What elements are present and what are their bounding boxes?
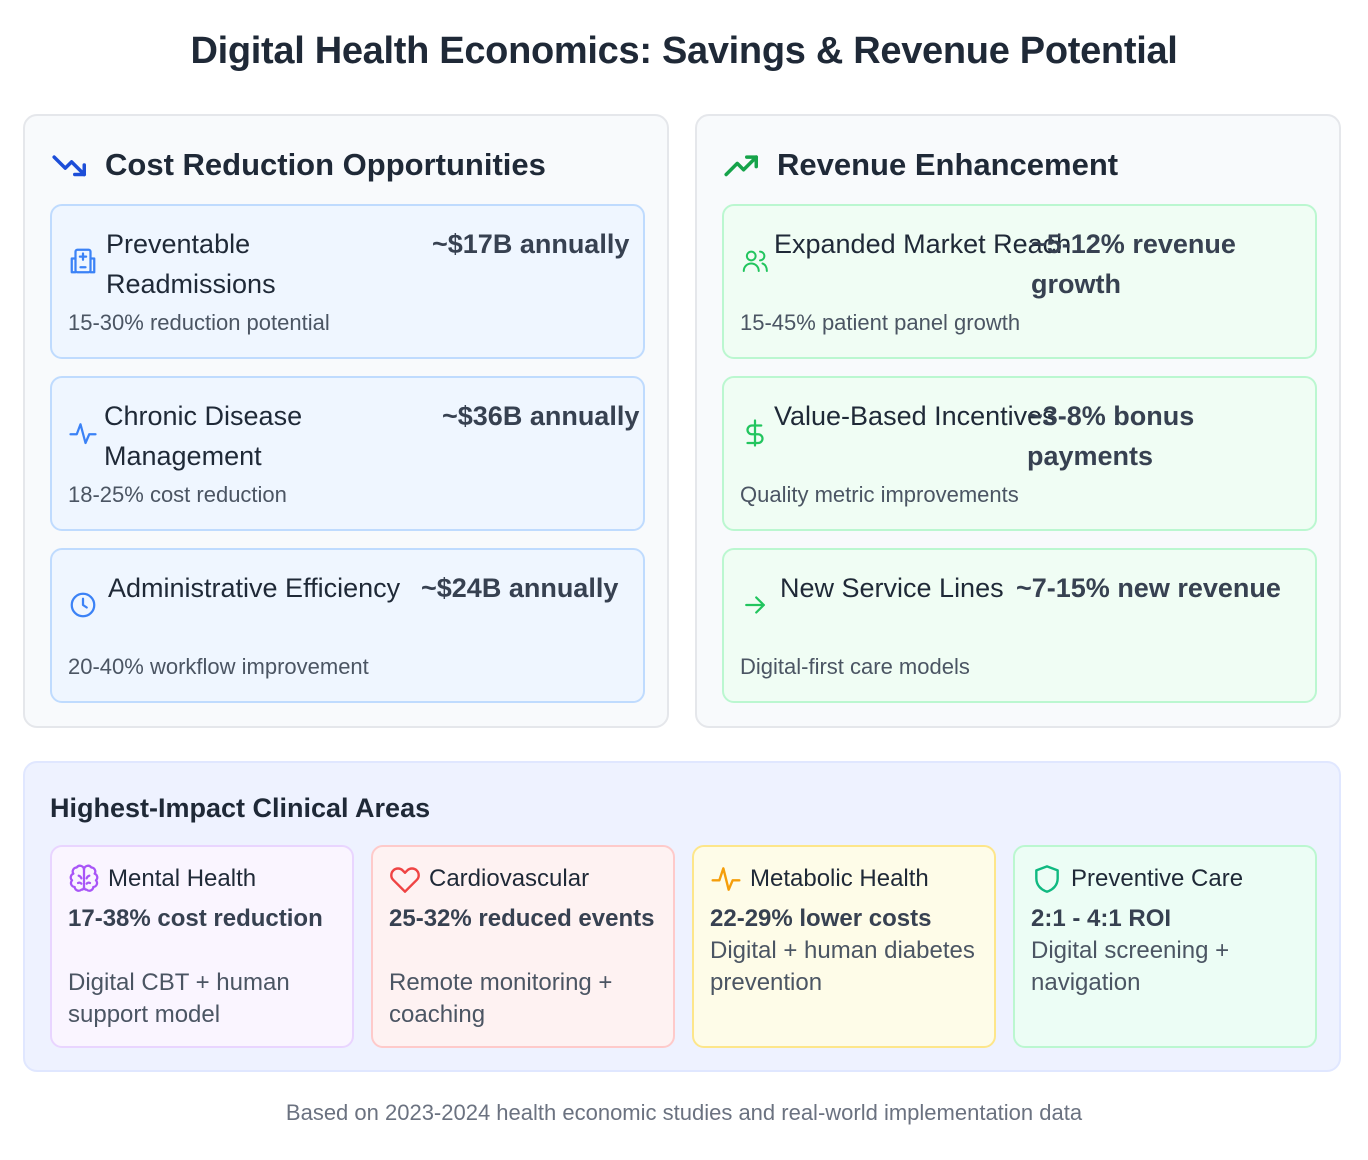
clinical-area-metric: 2:1 - 4:1 ROI — [1031, 905, 1172, 932]
footer-note: Based on 2023-2024 health economic studi… — [285, 1100, 1083, 1125]
cost-item-value: ~$17B annually — [432, 229, 630, 259]
clinical-area-metabolic-health: Metabolic Health 22-29% lower costs Digi… — [692, 845, 996, 1048]
clinical-area-desc: Digital screening + navigation — [1031, 937, 1230, 996]
cost-reduction-panel: Cost Reduction Opportunities Preventable… — [23, 114, 669, 728]
heart-icon — [390, 867, 420, 893]
users-icon — [740, 246, 770, 276]
arrow-right-icon — [740, 590, 770, 620]
cost-item-administrative: Administrative Efficiency ~$24B annually… — [50, 548, 645, 703]
trending-down-icon — [52, 155, 86, 177]
revenue-item-value-based: Value-Based Incentives ~3-8% bonus payme… — [722, 376, 1317, 531]
cost-item-name: Administrative Efficiency — [108, 573, 401, 603]
brain-icon — [69, 864, 99, 892]
shield-icon — [1035, 865, 1059, 893]
cost-item-value: ~$36B annually — [442, 401, 640, 431]
clinical-area-metric: 17-38% cost reduction — [68, 905, 323, 932]
revenue-item-service-lines: New Service Lines ~7-15% new revenue Dig… — [722, 548, 1317, 703]
dollar-icon — [740, 418, 770, 448]
cost-item-readmissions: Preventable Readmissions ~$17B annually … — [50, 204, 645, 359]
revenue-item-sub: 15-45% patient panel growth — [740, 310, 1021, 335]
clinical-area-name: Cardiovascular — [429, 865, 590, 892]
revenue-item-name: Value-Based Incentives — [774, 401, 1056, 431]
page-title: Digital Health Economics: Savings & Reve… — [190, 30, 1178, 72]
cost-item-chronic-disease: Chronic Disease Management ~$36B annuall… — [50, 376, 645, 531]
clinical-area-preventive-care: Preventive Care 2:1 - 4:1 ROI Digital sc… — [1013, 845, 1317, 1048]
revenue-enhancement-panel: Revenue Enhancement Expanded Market Reac… — [695, 114, 1341, 728]
revenue-item-market-reach: Expanded Market Reach ~5-12% revenue gro… — [722, 204, 1317, 359]
revenue-item-value: ~7-15% new revenue — [1016, 573, 1281, 603]
cost-item-name: Preventable Readmissions — [106, 229, 276, 299]
clinical-area-name: Mental Health — [108, 865, 257, 892]
clinical-area-mental-health: Mental Health 17-38% cost reduction Digi… — [50, 845, 354, 1048]
clinical-area-name: Metabolic Health — [750, 865, 929, 892]
revenue-item-value: ~5-12% revenue growth — [1031, 229, 1236, 299]
revenue-panel-title: Revenue Enhancement — [777, 147, 1119, 182]
cost-panel-title: Cost Reduction Opportunities — [105, 147, 546, 182]
revenue-item-name: Expanded Market Reach — [774, 229, 1072, 259]
revenue-panel-header: Revenue Enhancement — [723, 146, 1118, 184]
cost-panel-header: Cost Reduction Opportunities — [51, 146, 546, 184]
revenue-item-sub: Quality metric improvements — [740, 482, 1019, 507]
clinical-area-metric: 22-29% lower costs — [710, 905, 932, 932]
clinical-area-desc: Remote monitoring + coaching — [389, 969, 613, 1028]
clinical-area-name: Preventive Care — [1071, 865, 1244, 892]
activity-icon — [711, 867, 741, 891]
hospital-icon — [68, 246, 98, 276]
cost-item-name: Chronic Disease Management — [104, 401, 303, 471]
activity-icon — [68, 418, 98, 448]
clinical-area-desc: Digital + human diabetes prevention — [710, 937, 975, 996]
clinical-area-metric: 25-32% reduced events — [389, 905, 655, 932]
trending-up-icon — [724, 155, 758, 177]
clinical-areas-panel: Highest-Impact Clinical Areas Mental Hea… — [23, 761, 1341, 1072]
cost-item-sub: 18-25% cost reduction — [68, 482, 287, 507]
cost-item-sub: 15-30% reduction potential — [68, 310, 330, 335]
revenue-item-value: ~3-8% bonus payments — [1027, 401, 1195, 471]
revenue-item-name: New Service Lines — [780, 573, 1004, 603]
cost-item-value: ~$24B annually — [421, 573, 619, 603]
clinical-area-cardiovascular: Cardiovascular 25-32% reduced events Rem… — [371, 845, 675, 1048]
clinical-areas-title: Highest-Impact Clinical Areas — [50, 793, 431, 823]
revenue-item-sub: Digital-first care models — [740, 654, 970, 679]
cost-item-sub: 20-40% workflow improvement — [68, 654, 369, 679]
clock-icon — [68, 590, 98, 620]
clinical-area-desc: Digital CBT + human support model — [68, 969, 290, 1028]
